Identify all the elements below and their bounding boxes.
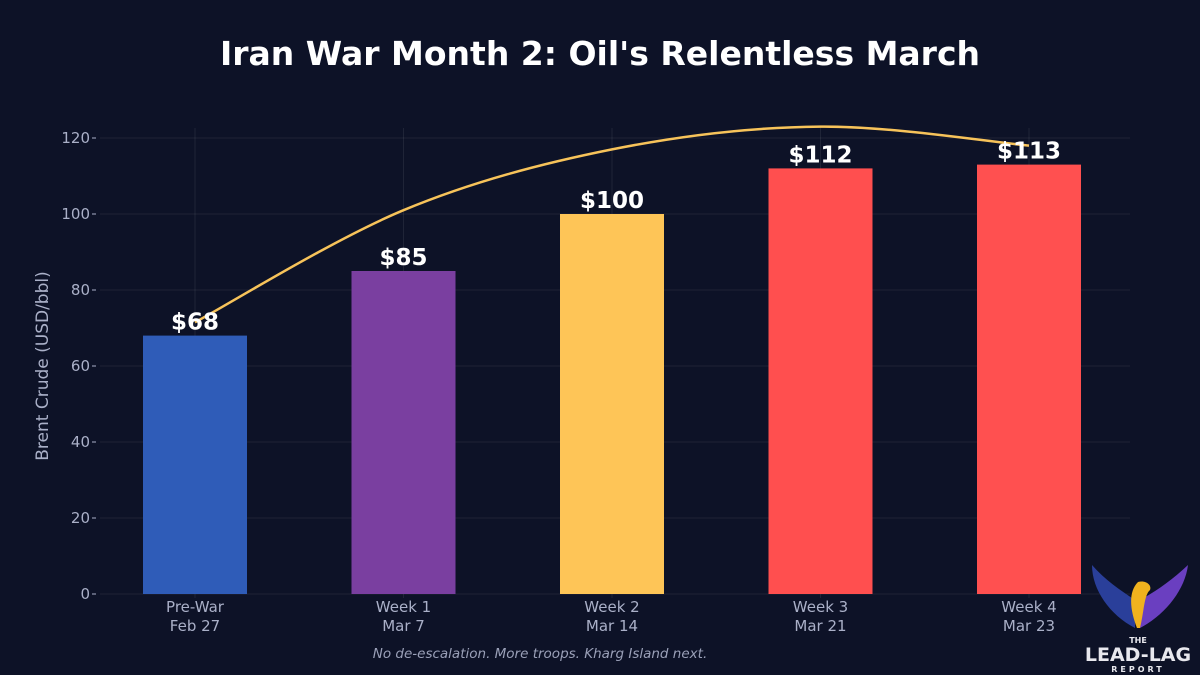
bar — [143, 335, 247, 594]
svg-text:LEAD-LAG: LEAD-LAG — [1085, 644, 1191, 666]
annotation: No de-escalation. More troops. Kharg Isl… — [373, 646, 707, 662]
y-ticks: 0 20 40 60 80 100 120 — [61, 129, 96, 603]
x-tick-label: Week 2 — [584, 598, 639, 616]
lead-lag-logo: THE LEAD-LAG REPORT — [1085, 565, 1191, 674]
data-labels: $68 $85 $100 $112 $113 — [171, 139, 1061, 336]
x-tick-label: Pre-War — [166, 598, 225, 616]
trend-curve — [194, 125, 1030, 324]
x-tick-label: Week 4 — [1001, 598, 1056, 616]
x-tick-label: Week 3 — [793, 598, 848, 616]
y-tick-label: 80 — [71, 281, 90, 299]
y-tick-label: 0 — [80, 585, 90, 603]
logo-wing-left-icon — [1092, 565, 1135, 628]
x-tick-label: Mar 21 — [794, 617, 846, 635]
y-tick-label: 60 — [71, 357, 90, 375]
logo-phoenix-icon — [1131, 581, 1151, 628]
data-label: $68 — [171, 310, 219, 336]
x-tick-label: Feb 27 — [170, 617, 220, 635]
bar — [977, 164, 1081, 594]
y-tick-label: 20 — [71, 509, 90, 527]
svg-text:THE: THE — [1129, 636, 1147, 645]
x-tick-label: Mar 7 — [382, 617, 425, 635]
data-label: $112 — [788, 142, 852, 168]
bar — [768, 168, 873, 594]
y-tick-label: 100 — [61, 205, 90, 223]
chart-title: Iran War Month 2: Oil's Relentless March — [220, 34, 980, 73]
bars — [143, 164, 1081, 594]
bar — [560, 214, 664, 594]
data-label: $85 — [379, 245, 427, 271]
y-axis-label: Brent Crude (USD/bbl) — [33, 271, 53, 461]
x-tick-label: Mar 23 — [1003, 617, 1055, 635]
data-label: $100 — [580, 188, 644, 214]
y-tick-label: 40 — [71, 433, 90, 451]
x-tick-label: Mar 14 — [586, 617, 638, 635]
data-label: $113 — [997, 139, 1061, 165]
x-tick-label: Week 1 — [376, 598, 431, 616]
svg-text:REPORT: REPORT — [1111, 665, 1165, 674]
logo-wing-right-icon — [1140, 565, 1188, 628]
y-tick-label: 120 — [61, 129, 90, 147]
bar — [351, 271, 456, 594]
